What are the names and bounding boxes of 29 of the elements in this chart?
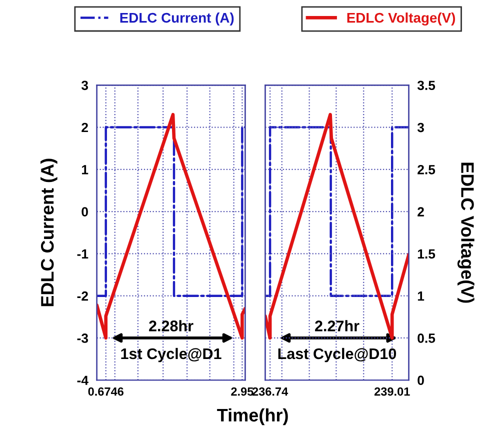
- y2-tick-label: 0.5: [418, 334, 436, 343]
- legend-label: EDLC Current (A): [120, 12, 234, 26]
- y-tick-label: -2: [77, 291, 88, 301]
- y-tick-label: -1: [77, 249, 88, 258]
- x-tick-label: 239.01: [374, 387, 410, 396]
- y2-tick-label: 3.5: [417, 80, 436, 90]
- annotation: 2.28hr: [149, 320, 194, 332]
- y2-axis-title: EDLC Voltage(V): [457, 162, 474, 303]
- x-tick-label: 0.6746: [88, 387, 124, 396]
- annotation: Last Cycle@D10: [278, 348, 396, 362]
- y-tick-label: -4: [77, 376, 88, 385]
- y-axis-title: EDLC Current (A): [40, 158, 58, 306]
- y-tick-label: 3: [81, 80, 88, 90]
- y-tick-label: 1: [82, 165, 88, 174]
- y2-tick-label: 1: [418, 292, 424, 301]
- y2-tick-label: 0: [418, 376, 424, 386]
- annotation: 2.27hr: [315, 320, 360, 332]
- legend-label: EDLC Voltage(V): [347, 12, 456, 26]
- x-axis-title: Time(hr): [217, 408, 288, 426]
- y-tick-label: -3: [77, 334, 88, 343]
- y2-tick-label: 2.5: [418, 164, 436, 174]
- y-tick-label: 2: [82, 122, 88, 132]
- y-tick-label: 0: [82, 207, 88, 216]
- annotation: 1st Cycle@D1: [121, 348, 222, 362]
- x-tick-label: 2.95: [231, 387, 254, 396]
- x-tick-label: 236.74: [252, 387, 288, 396]
- y2-tick-label: 3: [417, 122, 424, 132]
- y2-tick-label: 2: [418, 207, 424, 216]
- y2-tick-label: 1.5: [418, 249, 436, 259]
